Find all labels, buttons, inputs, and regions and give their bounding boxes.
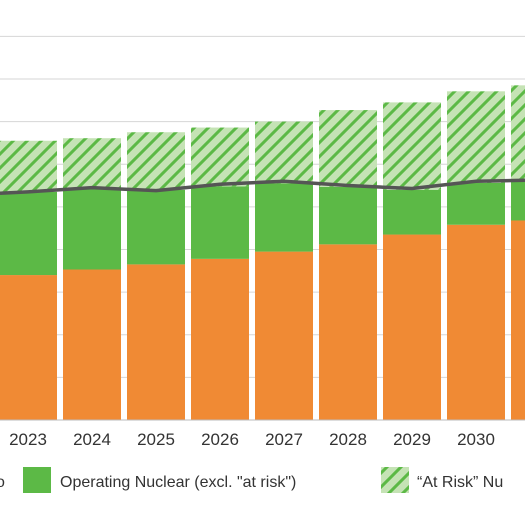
bar-2026-series-0	[191, 258, 249, 420]
bar-2024-series-2	[63, 138, 121, 190]
bar-2026-series-1	[191, 186, 249, 259]
bar-2026-series-2	[191, 127, 249, 187]
x-axis-tick-labels: 2023202420252026202720282029203020	[9, 430, 495, 449]
legend-swatch-at-risk-nuclear	[381, 467, 409, 493]
bar-2028-series-0	[319, 244, 377, 420]
x-tick-label-2027: 2027	[265, 430, 303, 449]
bar-2027-series-2	[255, 121, 313, 184]
bars	[0, 85, 525, 421]
x-tick-label-2030: 2030	[457, 430, 495, 449]
bar-2025-series-1	[127, 189, 185, 265]
bar-20-series-1	[511, 181, 525, 221]
bar-2023-series-1	[0, 191, 57, 276]
bar-20-series-0	[511, 220, 525, 420]
bar-2029-series-2	[383, 102, 441, 190]
legend-label-at-risk-nuclear: “At Risk” Nu	[417, 474, 503, 491]
bar-2025-series-0	[127, 264, 185, 420]
bar-2030-series-1	[447, 182, 505, 225]
bar-2028-series-2	[319, 110, 377, 187]
legend: o Operating Nuclear (excl. "at risk") “A…	[0, 467, 503, 493]
total-line	[0, 178, 525, 195]
bar-2023-series-2	[0, 140, 57, 192]
bar-2030-series-0	[447, 224, 505, 420]
x-tick-label-2023: 2023	[9, 430, 47, 449]
x-tick-label-2024: 2024	[73, 430, 111, 449]
legend-swatch-operating-nuclear	[23, 467, 51, 493]
bar-20-series-2	[511, 85, 525, 182]
x-tick-label-2026: 2026	[201, 430, 239, 449]
bar-2027-series-1	[255, 183, 313, 252]
bar-2029-series-1	[383, 189, 441, 235]
bar-2024-series-0	[63, 269, 121, 420]
bar-2024-series-1	[63, 189, 121, 270]
bar-2023-series-0	[0, 275, 57, 420]
bar-2025-series-2	[127, 132, 185, 190]
x-tick-label-2028: 2028	[329, 430, 367, 449]
bar-2027-series-0	[255, 251, 313, 420]
bar-2030-series-2	[447, 91, 505, 183]
legend-label-0: o	[0, 474, 5, 491]
x-tick-label-2025: 2025	[137, 430, 175, 449]
x-tick-label-2029: 2029	[393, 430, 431, 449]
total-line-path	[0, 178, 525, 195]
bar-2029-series-0	[383, 234, 441, 420]
bar-2028-series-1	[319, 186, 377, 245]
legend-label-operating-nuclear: Operating Nuclear (excl. "at risk")	[60, 474, 296, 491]
